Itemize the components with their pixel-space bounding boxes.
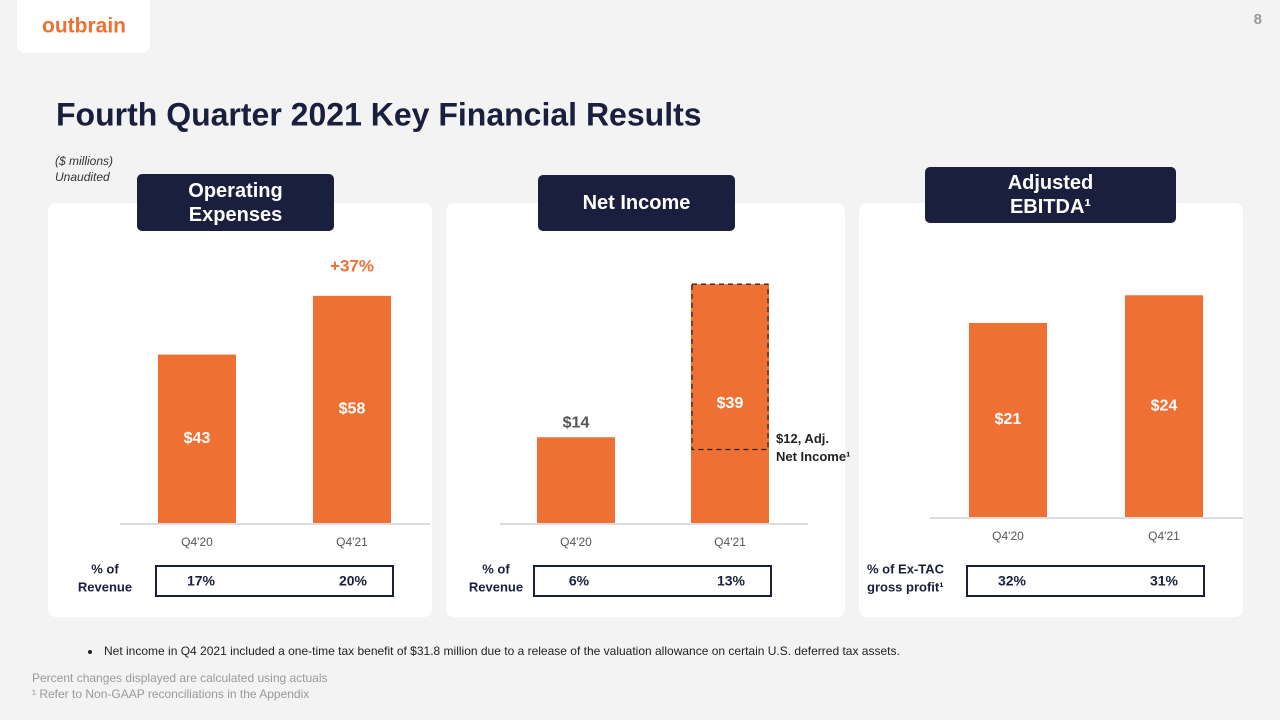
ratio-value: 13% [717, 573, 746, 589]
value-label: $58 [339, 401, 366, 418]
bullet-text: Net income in Q4 2021 included a one-tim… [104, 644, 900, 658]
unit-note: ($ millions) [55, 154, 113, 168]
ratio-label: % of [91, 561, 119, 576]
bar [1125, 295, 1203, 517]
chart-title-wrap: Operating Expenses [188, 179, 283, 226]
ratio-value: 31% [1150, 573, 1179, 589]
value-label: $21 [995, 411, 1022, 428]
change-label: +37% [330, 256, 374, 275]
bar [969, 322, 1047, 517]
chart-title: Operating Expenses [188, 179, 283, 226]
chart-title: Net Income [582, 192, 691, 214]
bullet-dot [88, 650, 92, 654]
ratio-box [155, 565, 394, 597]
value-label: $14 [563, 414, 590, 431]
ratio-value: 20% [339, 573, 368, 589]
value-label: $43 [184, 430, 211, 447]
footnote: Percent changes displayed are calculated… [32, 671, 328, 685]
x-tick-label: Q4'21 [714, 535, 746, 549]
ratio-value: 6% [569, 573, 590, 589]
chart-title-box [925, 167, 1176, 223]
chart-title-wrap: Adjusted EBITDA¹ [1007, 172, 1094, 218]
x-tick-label: Q4'20 [181, 535, 213, 549]
x-tick-label: Q4'21 [1148, 529, 1180, 543]
value-label: $39 [717, 395, 744, 412]
ratio-label: % of [482, 561, 510, 576]
logo: outbrain [42, 15, 126, 38]
ratio-box [533, 565, 772, 597]
ratio-label: Revenue [469, 579, 523, 594]
logo-box [17, 0, 150, 53]
chart-title-box [137, 174, 334, 231]
page-number: 8 [1254, 11, 1262, 28]
ratio-label: % of Ex-TAC [867, 561, 945, 576]
slide-title: Fourth Quarter 2021 Key Financial Result… [56, 96, 702, 132]
chart-title-wrap: Net Income [582, 192, 691, 214]
dashed-outline [691, 283, 769, 451]
ratio-value: 32% [998, 573, 1027, 589]
ratio-box [966, 565, 1205, 597]
panel [446, 203, 845, 617]
x-tick-label: Q4'21 [336, 535, 368, 549]
x-tick-label: Q4'20 [560, 535, 592, 549]
bar [537, 437, 615, 523]
bar [158, 354, 236, 523]
bar [313, 295, 391, 523]
ratio-value: 17% [187, 573, 216, 589]
value-label: $24 [1151, 397, 1178, 414]
ratio-label: Revenue [78, 579, 132, 594]
footnote: ¹ Refer to Non-GAAP reconciliations in t… [32, 687, 309, 701]
annotation-label: $12, Adj. [776, 431, 829, 446]
ratio-label: gross profit¹ [867, 579, 944, 594]
chart-title-box [538, 175, 735, 231]
charts: $43 Q4'20 $58 Q4'21 +37% Operating Expenses 17… [48, 167, 1243, 617]
adjusted-bar [691, 449, 769, 523]
x-tick-label: Q4'20 [992, 529, 1024, 543]
chart-title: Adjusted EBITDA¹ [1007, 172, 1094, 218]
audit-note: Unaudited [55, 170, 110, 184]
annotation-label: Net Income¹ [776, 449, 850, 464]
